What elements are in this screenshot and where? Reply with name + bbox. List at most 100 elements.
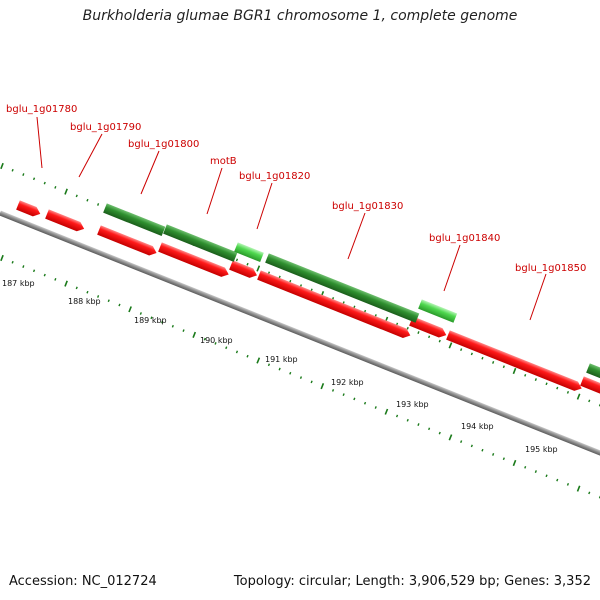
minor-tick bbox=[406, 326, 409, 330]
major-tick bbox=[576, 485, 581, 492]
minor-tick bbox=[43, 181, 46, 185]
accession-text: Accession: NC_012724 bbox=[9, 574, 157, 589]
inner-tick-track bbox=[0, 254, 600, 499]
minor-tick bbox=[566, 482, 570, 486]
minor-tick bbox=[235, 350, 239, 354]
minor-tick bbox=[11, 168, 14, 172]
minor-tick bbox=[566, 390, 570, 394]
minor-tick bbox=[22, 265, 25, 268]
minor-tick bbox=[438, 431, 441, 435]
minor-tick bbox=[139, 312, 142, 315]
minor-tick bbox=[363, 401, 367, 405]
minor-tick bbox=[481, 356, 484, 360]
minor-tick bbox=[545, 382, 548, 386]
scale-label: 195 kbp bbox=[525, 445, 558, 454]
gene-label: motB bbox=[210, 156, 237, 167]
scale-label: 194 kbp bbox=[461, 422, 494, 431]
gene-arrow-next-reverse bbox=[580, 376, 600, 401]
minor-tick bbox=[22, 173, 25, 176]
scale-label: 192 kbp bbox=[331, 378, 364, 387]
minor-tick bbox=[428, 335, 431, 339]
gene-arrow-bglu-1g01820 bbox=[229, 260, 257, 278]
major-tick bbox=[0, 254, 4, 262]
minor-tick bbox=[161, 320, 164, 324]
minor-tick bbox=[460, 348, 463, 352]
gene-bar-forward-1 bbox=[103, 203, 166, 237]
minor-tick bbox=[97, 203, 100, 206]
minor-tick bbox=[97, 295, 100, 298]
minor-tick bbox=[556, 478, 559, 482]
minor-tick bbox=[460, 440, 463, 444]
minor-tick bbox=[588, 399, 591, 403]
minor-tick bbox=[545, 474, 548, 478]
minor-tick bbox=[534, 470, 537, 473]
minor-tick bbox=[32, 177, 36, 181]
gene-label: bglu_1g01790 bbox=[70, 122, 141, 133]
minor-tick bbox=[428, 427, 431, 431]
minor-tick bbox=[342, 393, 345, 397]
topology-text: Topology: circular; Length: 3,906,529 bp… bbox=[233, 574, 591, 589]
scale-label: 188 kbp bbox=[68, 297, 101, 306]
major-tick bbox=[128, 306, 132, 313]
minor-tick bbox=[289, 371, 292, 375]
major-tick bbox=[192, 331, 197, 338]
gene-label-group: bglu_1g01780 bglu_1g01790 bglu_1g01800 m… bbox=[6, 104, 586, 321]
minor-tick bbox=[75, 194, 78, 198]
major-tick bbox=[576, 393, 581, 400]
minor-tick bbox=[299, 376, 303, 379]
minor-tick bbox=[492, 361, 495, 364]
minor-tick bbox=[502, 457, 505, 461]
minor-tick bbox=[54, 277, 57, 281]
minor-tick bbox=[54, 185, 57, 189]
gene-bar-forward-4 bbox=[265, 253, 420, 323]
minor-tick bbox=[246, 262, 249, 266]
minor-tick bbox=[374, 406, 377, 409]
major-tick bbox=[64, 280, 68, 287]
major-tick bbox=[512, 367, 517, 375]
minor-tick bbox=[86, 290, 89, 294]
gene-label: bglu_1g01780 bbox=[6, 104, 77, 115]
minor-tick bbox=[534, 378, 537, 381]
minor-tick bbox=[470, 352, 473, 356]
gene-bar-forward-2 bbox=[163, 224, 238, 262]
scale-label-group: 187 kbp 188 kbp 189 kbp 190 kbp 191 kbp … bbox=[2, 279, 558, 454]
map-title: Burkholderia glumae BGR1 chromosome 1, c… bbox=[82, 8, 518, 24]
minor-tick bbox=[150, 316, 153, 320]
minor-tick bbox=[438, 339, 441, 343]
minor-tick bbox=[86, 198, 89, 202]
major-tick bbox=[64, 188, 68, 195]
minor-tick bbox=[171, 324, 174, 328]
major-tick bbox=[320, 383, 325, 390]
scale-label: 187 kbp bbox=[2, 279, 35, 288]
major-tick bbox=[448, 434, 453, 441]
major-tick bbox=[448, 342, 453, 349]
major-tick bbox=[512, 459, 517, 467]
scale-label: 190 kbp bbox=[200, 336, 233, 345]
gene-bar-forward-5 bbox=[418, 299, 458, 323]
minor-tick bbox=[225, 346, 228, 350]
minor-tick bbox=[32, 269, 36, 273]
gene-arrow-bglu-1g01830 bbox=[257, 270, 411, 338]
minor-tick bbox=[502, 365, 505, 369]
minor-tick bbox=[492, 453, 495, 456]
minor-tick bbox=[353, 397, 356, 401]
minor-tick bbox=[267, 363, 271, 367]
minor-tick bbox=[417, 331, 420, 334]
major-tick bbox=[256, 357, 261, 364]
minor-tick bbox=[118, 303, 121, 307]
minor-tick bbox=[214, 342, 217, 345]
major-tick bbox=[256, 265, 261, 272]
minor-tick bbox=[203, 337, 206, 341]
gene-bar-forward-3 bbox=[234, 242, 264, 263]
gene-arrow-bglu-1g01850 bbox=[446, 330, 582, 391]
scale-label: 189 kbp bbox=[134, 316, 167, 325]
minor-tick bbox=[395, 414, 399, 418]
minor-tick bbox=[331, 389, 335, 392]
minor-tick bbox=[417, 423, 420, 426]
gene-arrow-bglu-1g01790 bbox=[45, 209, 85, 232]
minor-tick bbox=[235, 258, 239, 262]
minor-tick bbox=[588, 491, 591, 495]
minor-tick bbox=[524, 465, 527, 469]
gene-label: bglu_1g01820 bbox=[239, 171, 310, 182]
